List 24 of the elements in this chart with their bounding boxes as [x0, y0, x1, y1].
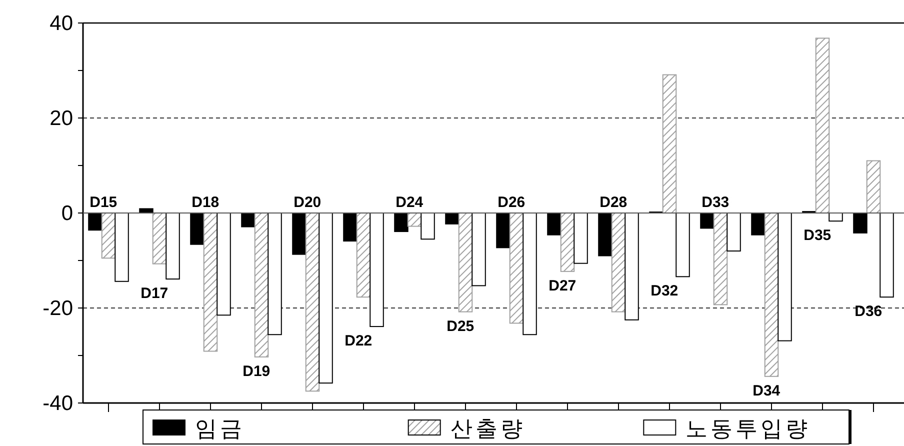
x-tick-label: D19	[242, 362, 270, 380]
x-tick-label: D24	[396, 194, 424, 211]
y-tick-label: -40	[42, 392, 73, 415]
y-tick-label: 20	[50, 107, 73, 130]
x-tick-label: D32	[650, 282, 678, 300]
x-tick-label: D36	[854, 303, 882, 320]
x-tick-label: D28	[600, 194, 628, 211]
legend-label: 산출량	[450, 416, 526, 441]
x-tick-label: D18	[192, 194, 220, 211]
y-tick-label: -20	[42, 297, 73, 320]
x-tick-label: D26	[498, 194, 526, 211]
x-tick-label: D35	[804, 227, 832, 244]
legend-label: 노동투입량	[686, 416, 811, 441]
y-tick-label: 0	[61, 202, 73, 225]
x-tick-label: D17	[140, 285, 168, 302]
x-tick-label: D15	[90, 194, 118, 211]
x-tick-label: D34	[752, 382, 781, 400]
x-tick-label: D27	[548, 277, 576, 294]
legend-label: 임금	[195, 416, 245, 441]
x-tick-label: D33	[702, 194, 730, 211]
x-tick-label: D22	[344, 332, 372, 350]
x-tick-label: D25	[446, 318, 474, 335]
x-tick-label: D20	[294, 194, 322, 211]
y-tick-label: 40	[50, 12, 73, 35]
